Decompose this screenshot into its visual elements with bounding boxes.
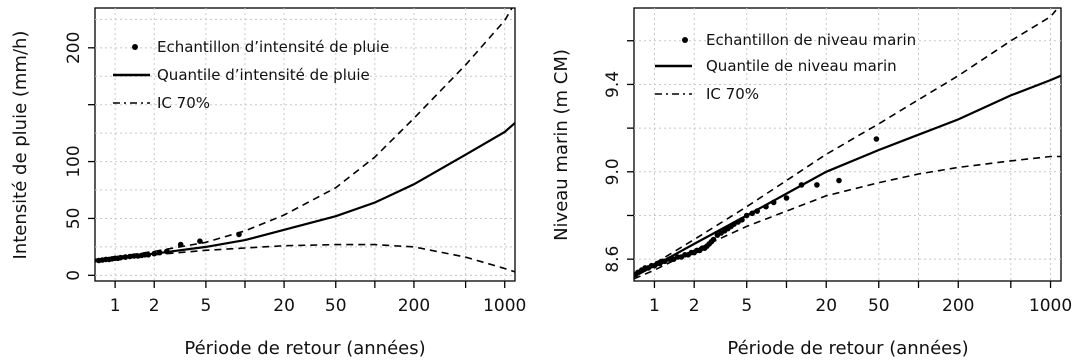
legend-label: IC 70% bbox=[706, 85, 759, 103]
y-axis-ticks: 8.6 9.0 9.4 bbox=[603, 40, 634, 273]
legend-marker-point bbox=[132, 44, 138, 50]
y-tick-label: 50 bbox=[64, 208, 84, 230]
series-line-ci bbox=[95, 243, 515, 273]
x-tick-label: 1 bbox=[110, 296, 121, 316]
series-group bbox=[634, 9, 1061, 280]
y-tick-label: 8.6 bbox=[603, 246, 623, 273]
plot-frame bbox=[94, 7, 516, 282]
x-tick-label: 5 bbox=[741, 296, 752, 316]
y-axis-ticks: 0 50 100 200 bbox=[64, 32, 95, 281]
legend-label: Echantillon d’intensité de pluie bbox=[157, 38, 389, 56]
x-tick-label: 2 bbox=[149, 296, 160, 316]
x-axis-title: Période de retour (années) bbox=[727, 338, 968, 359]
chart-rainfall-intensity: 1 2 5 20 50 200 1000 0 50 100 200 Période de reto… bbox=[10, 7, 526, 359]
legend-label: Quantile de niveau marin bbox=[706, 57, 897, 75]
x-tick-label: 20 bbox=[273, 296, 295, 316]
x-tick-label: 1000 bbox=[483, 296, 526, 316]
series-line-quantile bbox=[95, 122, 515, 262]
x-axis-title: Période de retour (années) bbox=[184, 338, 425, 359]
y-tick-label: 9.0 bbox=[603, 158, 623, 185]
x-axis-ticks: 1 2 5 20 50 200 1000 bbox=[649, 281, 1072, 316]
x-tick-label: 1 bbox=[649, 296, 660, 316]
legend-label: Echantillon de niveau marin bbox=[706, 31, 916, 49]
x-tick-label: 1000 bbox=[1029, 296, 1072, 316]
legend-label: IC 70% bbox=[157, 94, 210, 112]
x-tick-label: 20 bbox=[815, 296, 837, 316]
x-tick-label: 50 bbox=[868, 296, 890, 316]
grid bbox=[95, 8, 515, 281]
y-axis-title: Niveau marin (m CM) bbox=[551, 49, 572, 241]
y-tick-label: 100 bbox=[64, 145, 84, 177]
series-line-ci bbox=[634, 155, 1061, 280]
series-line-ci bbox=[95, 8, 513, 261]
data-point bbox=[836, 177, 842, 184]
x-tick-label: 50 bbox=[325, 296, 347, 316]
y-tick-label: 0 bbox=[64, 270, 84, 281]
x-tick-label: 200 bbox=[942, 296, 974, 316]
data-point bbox=[873, 136, 880, 142]
x-axis-ticks: 1 2 5 20 50 200 1000 bbox=[110, 281, 526, 316]
y-tick-label: 9.4 bbox=[603, 71, 623, 98]
data-point bbox=[814, 182, 820, 188]
y-tick-label: 200 bbox=[64, 32, 84, 64]
series-line-ci bbox=[634, 9, 1057, 276]
series-line-quantile bbox=[634, 74, 1061, 278]
x-tick-label: 2 bbox=[689, 296, 700, 316]
data-point bbox=[197, 238, 203, 244]
plot-frame bbox=[633, 7, 1062, 282]
y-axis-title: Intensité de pluie (mm/h) bbox=[10, 31, 31, 260]
data-point bbox=[783, 195, 790, 201]
series-group bbox=[95, 8, 515, 273]
legend: Echantillon d’intensité de pluie Quantil… bbox=[113, 38, 389, 112]
x-tick-label: 5 bbox=[200, 296, 211, 316]
legend-label: Quantile d’intensité de pluie bbox=[157, 66, 370, 84]
legend-marker-point bbox=[682, 37, 688, 43]
grid bbox=[634, 8, 1061, 281]
legend: Echantillon de niveau marin Quantile de … bbox=[655, 31, 916, 103]
chart-sea-level: 1 2 5 20 50 200 1000 8.6 9.0 9.4 Période de reto… bbox=[551, 7, 1072, 359]
x-tick-label: 200 bbox=[398, 296, 430, 316]
